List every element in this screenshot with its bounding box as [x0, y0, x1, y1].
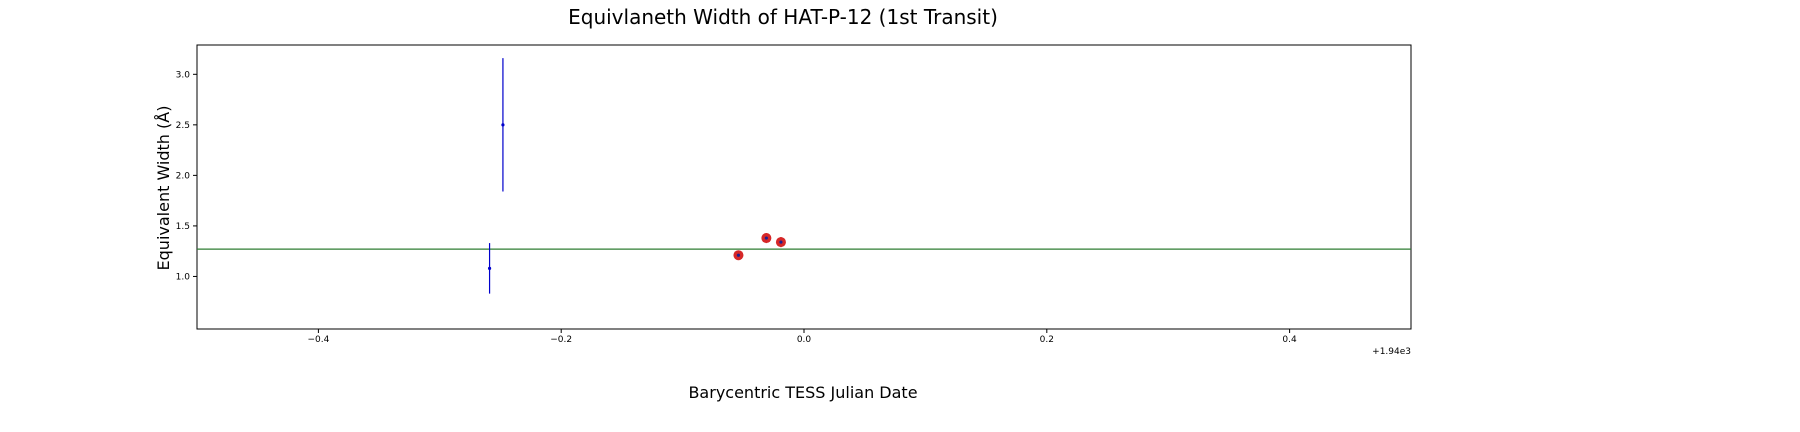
x-tick-label: −0.2	[550, 335, 572, 345]
x-axis-label: Barycentric TESS Julian Date	[688, 383, 917, 402]
x-tick-label: −0.4	[307, 335, 329, 345]
x-tick-label: 0.0	[797, 335, 812, 345]
y-axis-label: Equivalent Width (Å)	[154, 106, 173, 271]
data-point	[487, 266, 492, 270]
y-tick-label: 2.5	[176, 121, 190, 131]
y-tick-label: 1.0	[176, 272, 191, 282]
y-tick-label: 2.0	[176, 171, 191, 181]
plot-area: −0.4 −0.2 0.0 0.2 0.4 1.0 1.5 2.0 2.5 3.0	[176, 44, 1412, 345]
data-point	[501, 123, 505, 127]
y-tick-label: 1.5	[176, 222, 190, 232]
x-tick-label: 0.4	[1282, 335, 1297, 345]
x-tick-label: 0.2	[1040, 335, 1054, 345]
data-point-center	[779, 240, 783, 244]
chart-title: Equivlaneth Width of HAT-P-12 (1st Trans…	[568, 5, 998, 29]
x-axis-offset-label: +1.94e3	[1372, 347, 1411, 357]
y-tick-label: 3.0	[176, 70, 191, 80]
data-point-center	[764, 236, 768, 240]
data-point-center	[736, 253, 741, 257]
axes-frame	[196, 44, 1412, 330]
